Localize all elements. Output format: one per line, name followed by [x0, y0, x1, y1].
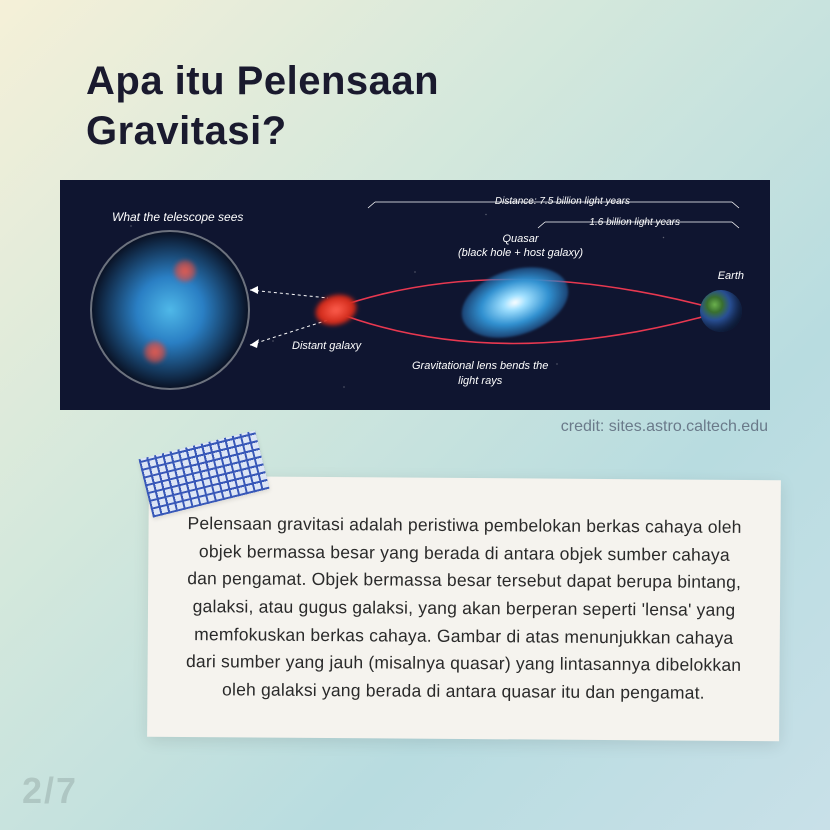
distant-galaxy-label: Distant galaxy: [292, 340, 361, 352]
gravitational-label: Gravitational lens bends the light rays: [412, 359, 548, 388]
telescope-label: What the telescope sees: [112, 210, 243, 224]
body-text: Pelensaan gravitasi adalah peristiwa pem…: [185, 510, 742, 707]
earth: [700, 290, 742, 332]
image-credit: credit: sites.astro.caltech.edu: [561, 418, 768, 436]
lensing-diagram: What the telescope sees Distant galaxy Q…: [60, 180, 770, 410]
quasar-label-2: (black hole + host galaxy): [458, 247, 583, 259]
description-card: Pelensaan gravitasi adalah peristiwa pem…: [147, 476, 781, 742]
distance-label-2: 1.6 billion light years: [589, 217, 680, 228]
grav-line-2: light rays: [458, 375, 502, 387]
earth-label: Earth: [718, 270, 744, 282]
distance-label-1: Distance: 7.5 billion light years: [495, 196, 630, 207]
quasar-label: Quasar (black hole + host galaxy): [458, 232, 583, 261]
grav-line-1: Gravitational lens bends the: [412, 360, 548, 372]
telescope-view: [90, 230, 250, 390]
quasar-label-1: Quasar: [502, 233, 538, 245]
page-number: 2/7: [22, 770, 78, 812]
page-title: Apa itu PelensaanGravitasi?: [86, 56, 439, 156]
